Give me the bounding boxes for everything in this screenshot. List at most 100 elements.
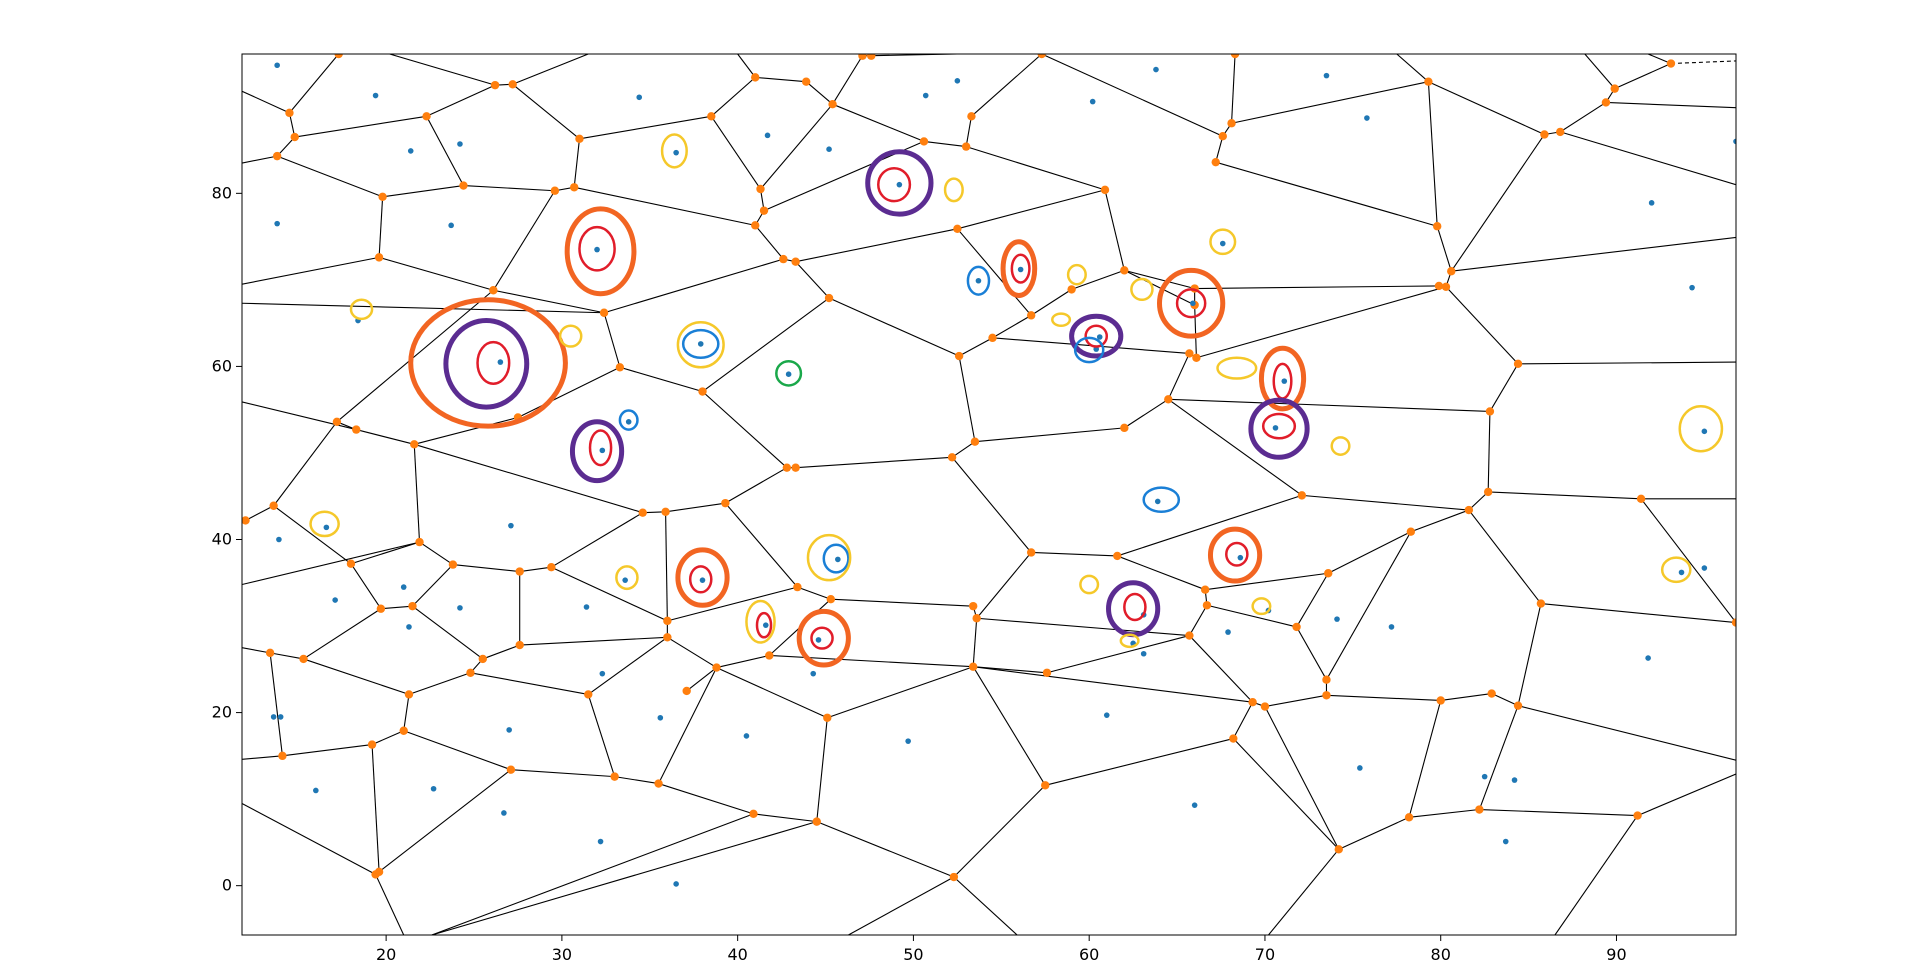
voronoi-edge — [658, 667, 718, 784]
red-ring-annotation — [1261, 412, 1297, 440]
voronoi-vertex — [919, 137, 929, 146]
voronoi-edge — [665, 502, 726, 513]
voronoi-edge — [965, 146, 1106, 191]
y-tick-label: 80 — [212, 183, 232, 202]
yellow-ring-annotation — [1216, 356, 1258, 380]
voronoi-vertex — [793, 582, 802, 592]
voronoi-edge — [1194, 304, 1197, 358]
seed-point — [922, 92, 929, 99]
voronoi-edge — [426, 116, 464, 186]
voronoi-edge — [414, 416, 519, 445]
voronoi-edge — [579, 115, 712, 140]
voronoi-edge — [951, 456, 1032, 553]
seed-point — [762, 622, 769, 628]
x-tick-label: 40 — [727, 945, 747, 964]
voronoi-vertex — [1434, 281, 1444, 291]
voronoi-vertex — [1424, 77, 1433, 86]
voronoi-edge — [412, 605, 484, 660]
orange-ring-annotation — [675, 547, 730, 608]
voronoi-edge — [587, 636, 668, 695]
voronoi-vertex — [947, 453, 957, 462]
voronoi-vertex — [751, 221, 760, 230]
voronoi-edge — [1231, 54, 1236, 124]
x-tick-label: 60 — [1079, 945, 1099, 964]
orange-ring-annotation — [1156, 267, 1226, 339]
voronoi-vertex — [1041, 781, 1050, 790]
seed-point — [1511, 777, 1518, 783]
voronoi-vertex — [1475, 805, 1484, 814]
seed-point — [1323, 72, 1330, 79]
voronoi-vertex — [1185, 631, 1194, 640]
voronoi-edge — [795, 228, 958, 263]
voronoi-vertex — [638, 508, 647, 517]
seed-point — [497, 359, 504, 365]
purple-ring-annotation — [865, 149, 934, 217]
seed-point — [1237, 554, 1244, 561]
voronoi-vertex — [1447, 267, 1456, 276]
seed-point — [954, 78, 961, 84]
voronoi-edge — [1167, 353, 1190, 400]
voronoi-vertex — [1441, 282, 1451, 291]
yellow-ring-annotation — [1079, 574, 1100, 595]
voronoi-edge — [1232, 701, 1254, 739]
voronoi-edge — [1124, 269, 1195, 290]
voronoi-edge — [725, 467, 788, 504]
voronoi-edge — [1451, 236, 1736, 272]
voronoi-edge — [408, 672, 471, 695]
seed-point — [1645, 655, 1651, 661]
yellow-ring-annotation — [349, 298, 374, 321]
voronoi-vertex — [1120, 423, 1129, 433]
seed-point — [506, 727, 512, 733]
voronoi-vertex — [367, 740, 377, 749]
voronoi-vertex — [334, 54, 343, 59]
voronoi-edge — [974, 427, 1125, 443]
seed-point — [1648, 200, 1655, 206]
purple-ring-annotation — [1069, 313, 1124, 359]
voronoi-edge — [242, 302, 605, 314]
voronoi-edge — [276, 136, 296, 157]
voronoi-vertex — [972, 614, 981, 623]
voronoi-vertex — [610, 772, 619, 781]
voronoi-edge — [1436, 226, 1452, 272]
x-axis: 20 30 40 50 60 70 80 90 — [376, 935, 1627, 964]
seed-point — [1190, 300, 1196, 307]
voronoi-vertex — [575, 134, 584, 144]
voronoi-edge — [419, 541, 454, 566]
voronoi-vertex — [478, 654, 487, 664]
voronoi-edge — [519, 566, 552, 573]
orange-ring-annotation — [1258, 345, 1307, 412]
voronoi-vertex — [265, 648, 275, 658]
voronoi-edge — [1168, 398, 1490, 412]
voronoi-edge — [242, 541, 420, 586]
voronoi-vertex — [765, 651, 774, 660]
voronoi-vertex — [1436, 696, 1445, 705]
voronoi-edge — [517, 366, 621, 418]
voronoi-vertex — [410, 440, 419, 449]
voronoi-vertex — [751, 73, 760, 82]
yellow-ring-annotation — [806, 533, 852, 582]
voronoi-edge — [956, 228, 1032, 316]
voronoi-edge — [1479, 808, 1638, 817]
voronoi-vertex — [1536, 599, 1546, 608]
voronoi-edge — [1488, 491, 1642, 500]
voronoi-edge — [832, 55, 863, 105]
seed-point — [457, 605, 463, 611]
yellow-ring-annotation — [309, 510, 340, 538]
voronoi-edge — [1264, 694, 1327, 708]
voronoi-edge — [923, 140, 967, 148]
voronoi-edge — [276, 155, 383, 198]
voronoi-edge — [686, 667, 717, 692]
voronoi-edge — [242, 802, 376, 875]
red-ring-annotation — [578, 225, 616, 272]
voronoi-vertex — [791, 463, 800, 472]
seed-point — [697, 341, 704, 347]
x-tick-label: 90 — [1606, 945, 1626, 964]
voronoi-vertex — [970, 437, 980, 446]
yellow-ring-annotation — [1678, 404, 1724, 453]
voronoi-edge — [1301, 494, 1469, 511]
voronoi-edge — [1428, 81, 1545, 135]
voronoi-vertex — [1487, 689, 1496, 698]
voronoi-edge — [510, 769, 615, 778]
voronoi-vertex — [506, 765, 516, 774]
voronoi-vertex — [663, 633, 672, 642]
